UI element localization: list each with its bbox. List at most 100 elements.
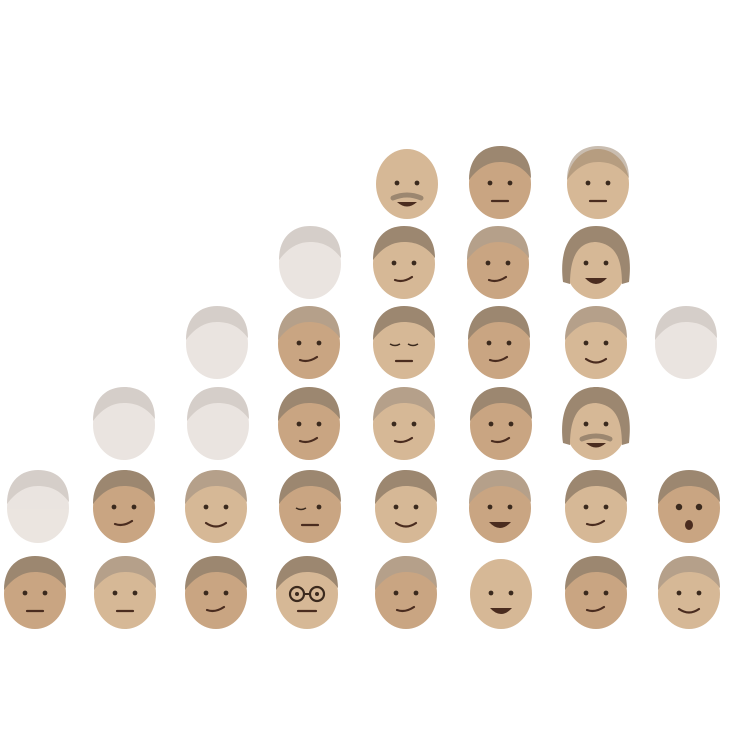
face-glasses xyxy=(276,556,338,629)
faces-layer xyxy=(4,146,720,629)
mouth-shape xyxy=(488,355,509,363)
face-hair xyxy=(470,387,532,460)
head-shape xyxy=(278,309,340,379)
eye-shape xyxy=(132,590,138,596)
face-hair xyxy=(467,226,529,299)
mustache-shape xyxy=(579,433,613,442)
eye-shape xyxy=(407,343,419,347)
eye-shape xyxy=(411,260,417,266)
eye-shape xyxy=(411,421,417,427)
eye-shape xyxy=(508,590,514,596)
hair-shape xyxy=(278,387,340,421)
face-ghost xyxy=(186,306,248,379)
mouth-shape xyxy=(298,436,319,444)
hair-shape xyxy=(565,556,627,590)
head-shape xyxy=(567,149,629,219)
mouth-shape xyxy=(113,519,134,527)
eye-shape xyxy=(507,504,513,510)
eye-shape xyxy=(223,590,229,596)
mouth-shape xyxy=(490,436,511,444)
face-hair xyxy=(658,556,720,629)
hair-shape xyxy=(4,556,66,590)
mouth-shape xyxy=(585,278,607,284)
hair-shape xyxy=(375,470,437,504)
eye-shape xyxy=(583,340,589,346)
head-shape xyxy=(375,559,437,629)
head-shape xyxy=(93,390,155,460)
face-hair xyxy=(565,470,627,543)
mouth-shape xyxy=(394,521,418,528)
face-faded-hair xyxy=(567,146,629,219)
eye-shape xyxy=(111,504,117,510)
hair-shape xyxy=(565,470,627,504)
eye-shape xyxy=(508,421,514,427)
eye-shape xyxy=(296,340,302,346)
mouth-shape xyxy=(585,519,606,527)
eye-shape xyxy=(296,421,302,427)
head-shape xyxy=(373,390,435,460)
face-hair xyxy=(469,146,531,219)
eye-shape xyxy=(203,504,209,510)
face-long-hair xyxy=(562,226,630,299)
eye-shape xyxy=(295,507,307,511)
eye-shape xyxy=(488,590,494,596)
eye-shape xyxy=(413,590,419,596)
face-hair xyxy=(278,306,340,379)
mouth-shape xyxy=(395,605,416,613)
mouth-shape xyxy=(585,605,606,613)
eye-shape xyxy=(696,590,702,596)
hair-shape xyxy=(93,470,155,504)
head-shape xyxy=(373,309,435,379)
mouth-shape xyxy=(490,608,512,614)
face-ghost xyxy=(7,470,69,543)
hair-shape xyxy=(658,556,720,590)
eye-shape xyxy=(583,504,589,510)
eye-shape xyxy=(295,592,299,596)
face-hair xyxy=(658,470,720,543)
hair-shape xyxy=(565,306,627,340)
hair-shape xyxy=(469,470,531,504)
eye-shape xyxy=(506,340,512,346)
eye-shape xyxy=(393,590,399,596)
mouth-shape xyxy=(677,607,701,614)
head-shape xyxy=(565,473,627,543)
eye-shape xyxy=(315,592,319,596)
mouth-shape xyxy=(397,202,417,207)
head-shape xyxy=(279,473,341,543)
eye-shape xyxy=(585,180,591,186)
mouth-shape xyxy=(489,522,511,528)
mouth-shape xyxy=(685,520,693,530)
eye-shape xyxy=(583,260,589,266)
mouth-shape xyxy=(393,275,414,283)
hair-shape xyxy=(470,387,532,421)
eye-shape xyxy=(389,343,401,347)
face-hair xyxy=(565,556,627,629)
hair-shape xyxy=(93,387,155,421)
hair-shape xyxy=(658,470,720,504)
hair-shape xyxy=(94,556,156,590)
face-hair xyxy=(93,470,155,543)
hair-shape xyxy=(7,470,69,504)
head-shape xyxy=(187,390,249,460)
hair-shape xyxy=(562,226,630,284)
hair-shape xyxy=(187,387,249,421)
face-hair xyxy=(373,387,435,460)
eye-shape xyxy=(112,590,118,596)
eye-shape xyxy=(316,504,322,510)
eye-shape xyxy=(488,421,494,427)
face-hair xyxy=(4,556,66,629)
face-hair xyxy=(94,556,156,629)
face-hair xyxy=(185,470,247,543)
eye-shape xyxy=(203,590,209,596)
eye-shape xyxy=(487,504,493,510)
hair-shape xyxy=(185,556,247,590)
head-shape xyxy=(469,149,531,219)
head-shape xyxy=(185,473,247,543)
hair-shape xyxy=(186,306,248,340)
face-bald xyxy=(376,149,438,219)
hair-shape xyxy=(468,306,530,340)
head-shape xyxy=(278,390,340,460)
mouth-shape xyxy=(584,357,608,364)
